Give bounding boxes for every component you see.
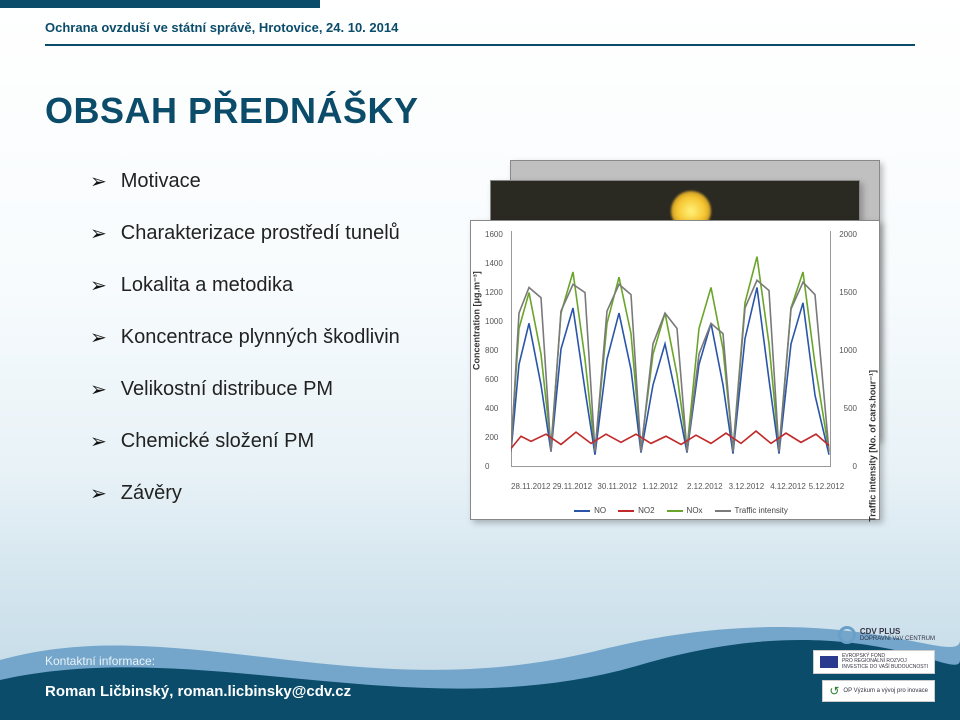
ytick: 1200	[485, 288, 503, 297]
op-logo: ↺ OP Výzkum a vývoj pro inovace	[822, 680, 935, 702]
bullet-item: ➢ Chemické složení PM	[90, 430, 470, 454]
ytick: 1400	[485, 259, 503, 268]
x-labels: 28.11.2012 29.11.2012 30.11.2012 1.12.20…	[511, 467, 831, 479]
bullet-list: ➢ Motivace ➢ Charakterizace prostředí tune…	[90, 170, 470, 534]
y-left-label: Concentration [μg.m⁻³]	[472, 271, 483, 370]
legend-label: NO2	[638, 506, 654, 515]
legend-label: NO	[594, 506, 606, 515]
bullet-text: Lokalita a metodika	[121, 274, 293, 297]
eu-line: INVESTICE DO VAŠÍ BUDOUCNOSTI	[842, 665, 928, 671]
slide-title: OBSAH PŘEDNÁŠKY	[45, 90, 419, 132]
legend-swatch-icon	[618, 510, 634, 512]
footer-author: Roman Ličbinský, roman.licbinsky@cdv.cz	[45, 683, 351, 700]
legend-swatch-icon	[667, 510, 683, 512]
legend-item: NO2	[618, 506, 654, 515]
header-underline	[45, 44, 915, 46]
bullet-text: Koncentrace plynných škodlivin	[121, 326, 400, 349]
bullet-text: Závěry	[121, 482, 182, 505]
bullet-item: ➢ Koncentrace plynných škodlivin	[90, 326, 470, 350]
cdv-logo: CDV PLUS DOPRAVNÍ VaV CENTRUM	[838, 626, 935, 644]
legend-swatch-icon	[574, 510, 590, 512]
logo-area: CDV PLUS DOPRAVNÍ VaV CENTRUM EVROPSKÝ F…	[813, 626, 935, 703]
xtick: 5.12.2012	[809, 482, 845, 491]
ytick: 1600	[485, 230, 503, 239]
bullet-marker-icon: ➢	[90, 170, 107, 194]
ytick: 800	[485, 346, 498, 355]
bullet-item: ➢ Charakterizace prostředí tunelů	[90, 222, 470, 246]
legend-label: Traffic intensity	[735, 506, 788, 515]
bullet-item: ➢ Motivace	[90, 170, 470, 194]
bullet-text: Motivace	[121, 170, 201, 193]
op-text: OP Výzkum a vývoj pro inovace	[843, 688, 928, 694]
bullet-item: ➢ Lokalita a metodika	[90, 274, 470, 298]
header-conference: Ochrana ovzduší ve státní správě, Hrotov…	[45, 20, 398, 35]
bullet-marker-icon: ➢	[90, 222, 107, 246]
legend-label: NOx	[687, 506, 703, 515]
bullet-marker-icon: ➢	[90, 274, 107, 298]
bullet-marker-icon: ➢	[90, 482, 107, 506]
ytick-r: 0	[853, 462, 857, 471]
bullet-marker-icon: ➢	[90, 378, 107, 402]
chart-svg	[511, 231, 831, 467]
bullet-item: ➢ Velikostní distribuce PM	[90, 378, 470, 402]
chart-legend: NO NO2 NOx Traffic intensity	[531, 506, 831, 515]
legend-item: NO	[574, 506, 606, 515]
ytick: 0	[485, 462, 489, 471]
ytick-r: 2000	[839, 230, 857, 239]
bullet-item: ➢ Závěry	[90, 482, 470, 506]
ytick: 600	[485, 375, 498, 384]
ytick-r: 500	[844, 404, 857, 413]
xtick: 1.12.2012	[642, 482, 678, 491]
ytick: 1000	[485, 317, 503, 326]
xtick: 2.12.2012	[687, 482, 723, 491]
ytick-r: 1500	[839, 288, 857, 297]
op-arrows-icon: ↺	[829, 684, 839, 698]
xtick: 4.12.2012	[770, 482, 806, 491]
ytick: 400	[485, 404, 498, 413]
legend-item: NOx	[667, 506, 703, 515]
xtick: 28.11.2012	[511, 482, 550, 491]
bullet-text: Charakterizace prostředí tunelů	[121, 222, 400, 245]
bullet-marker-icon: ➢	[90, 326, 107, 350]
chart-card: Concentration [μg.m⁻³] Traffic intensity…	[470, 220, 880, 520]
xtick: 3.12.2012	[729, 482, 765, 491]
figure-stack: Concentration [μg.m⁻³] Traffic intensity…	[470, 160, 900, 520]
eu-logo: EVROPSKÝ FOND PRO REGIONÁLNÍ ROZVOJ INVE…	[813, 650, 935, 675]
legend-swatch-icon	[715, 510, 731, 512]
footer-contact-label: Kontaktní informace:	[45, 654, 155, 668]
eu-flag-icon	[820, 656, 838, 668]
bullet-text: Velikostní distribuce PM	[121, 378, 333, 401]
cdv-subtext: DOPRAVNÍ VaV CENTRUM	[860, 636, 935, 642]
cdv-text: CDV PLUS	[860, 627, 935, 636]
y-right-label: Traffic intensity [No. of cars.hour⁻¹]	[868, 370, 879, 522]
legend-item: Traffic intensity	[715, 506, 788, 515]
xtick: 29.11.2012	[553, 482, 592, 491]
xtick: 30.11.2012	[597, 482, 636, 491]
header-stripe	[0, 0, 320, 8]
cdv-circle-icon	[838, 626, 856, 644]
line-chart: 0 200 400 600 800 1000 1200 1400 1600 0 …	[511, 231, 831, 467]
slide: Ochrana ovzduší ve státní správě, Hrotov…	[0, 0, 960, 720]
bullet-text: Chemické složení PM	[121, 430, 314, 453]
ytick: 200	[485, 433, 498, 442]
ytick-r: 1000	[839, 346, 857, 355]
bullet-marker-icon: ➢	[90, 430, 107, 454]
